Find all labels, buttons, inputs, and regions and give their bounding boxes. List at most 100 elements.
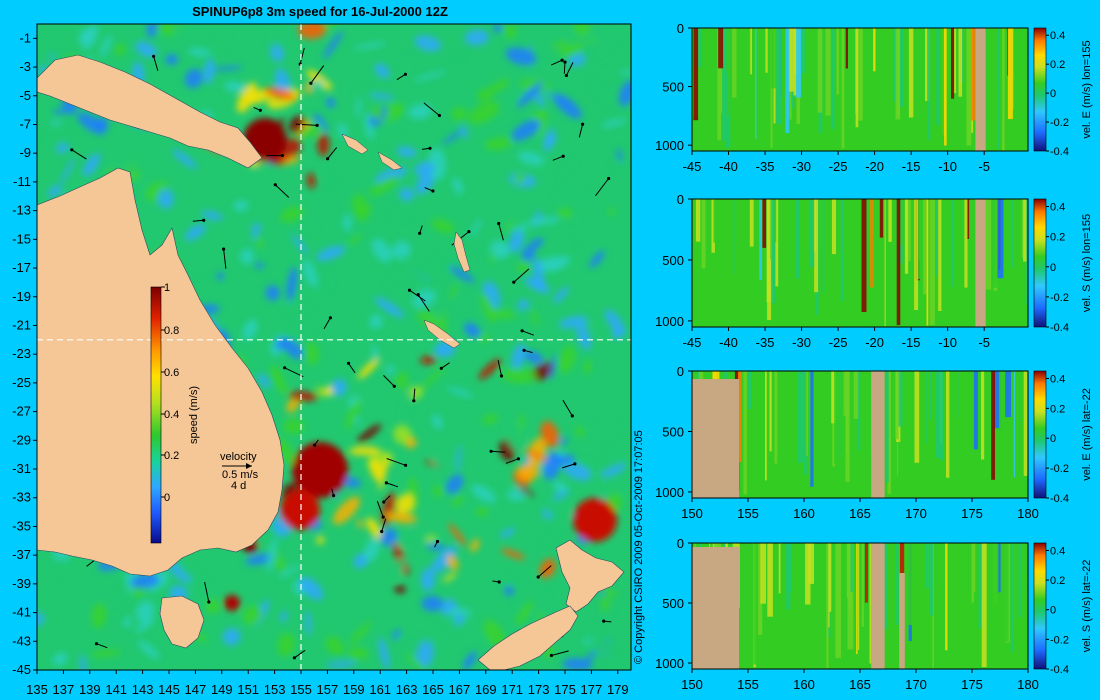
section-x-tick-label: -30 xyxy=(792,335,811,350)
section-colorbar-tick-label: -0.4 xyxy=(1050,664,1069,676)
velocity-key: velocity 0.5 m/s 4 d xyxy=(220,451,259,492)
speed-blob xyxy=(583,314,598,333)
section-stripe xyxy=(929,199,935,325)
land-vanuatu xyxy=(453,231,471,273)
section-colorbar-tick-label: 0.2 xyxy=(1050,59,1065,71)
section-stripe xyxy=(966,28,972,146)
section-x-tick-label: -5 xyxy=(978,159,990,174)
velocity-arrowhead xyxy=(516,457,521,461)
speed-blob xyxy=(257,373,271,389)
speed-blob xyxy=(256,530,283,546)
lat-tick-label: -39 xyxy=(12,576,31,591)
speed-blob xyxy=(91,602,106,629)
velocity-arrowhead xyxy=(522,348,526,352)
section-stripe xyxy=(919,199,924,261)
speed-blob xyxy=(184,224,206,241)
speed-blob xyxy=(521,247,535,262)
speed-blob xyxy=(254,262,265,269)
lon-tick-label: 175 xyxy=(554,682,576,697)
velocity-arrow xyxy=(551,650,569,656)
section-stripe xyxy=(758,543,763,636)
speed-blob xyxy=(589,418,599,438)
speed-blob xyxy=(56,557,67,577)
section-stripe xyxy=(765,28,768,73)
section-land xyxy=(975,199,986,327)
speed-blob xyxy=(501,368,537,384)
speed-blob xyxy=(449,265,475,283)
speed-blob xyxy=(356,519,364,529)
section-stripe xyxy=(774,199,777,243)
velocity-arrow xyxy=(550,59,563,66)
section-stripe xyxy=(935,199,938,276)
velocity-arrow xyxy=(204,581,210,603)
section-x-tick-label: 175 xyxy=(961,506,983,521)
speed-blob xyxy=(337,123,348,139)
speed-blob xyxy=(417,281,427,290)
speed-blob xyxy=(413,70,447,82)
section-stripe xyxy=(744,28,751,132)
section-colorbar-label: vel. E (m/s) lat=-22 xyxy=(1081,388,1093,481)
speed-blob xyxy=(443,572,457,583)
speed-blob xyxy=(95,593,124,605)
velocity-arrowhead xyxy=(332,494,336,498)
speed-blob xyxy=(541,522,563,548)
velocity-arrowhead xyxy=(560,58,564,62)
velocity-arrowhead xyxy=(581,122,585,126)
speed-blob xyxy=(391,556,407,580)
speed-blob xyxy=(500,88,529,107)
land-new-zealand-north xyxy=(555,539,625,613)
speed-blob xyxy=(600,463,627,478)
section-stripe xyxy=(747,371,752,410)
section-stripe xyxy=(994,371,1001,429)
speed-blob xyxy=(312,80,324,89)
speed-blob xyxy=(608,207,615,216)
velocity-arrow xyxy=(153,56,159,72)
velocity-arrowhead xyxy=(563,60,567,64)
velocity-arrowhead xyxy=(313,443,317,447)
speed-blob xyxy=(302,259,318,288)
speed-blob xyxy=(135,618,155,633)
speed-blob xyxy=(420,356,436,365)
speed-blob xyxy=(557,207,573,219)
speed-blob xyxy=(618,80,631,107)
section-stripe xyxy=(770,28,776,89)
speed-blob xyxy=(590,77,610,105)
land-tasmania xyxy=(159,595,205,649)
lon-tick-label: 151 xyxy=(237,682,259,697)
speed-colorbar-tick-label: 0.8 xyxy=(164,325,179,337)
speed-blob xyxy=(433,247,453,279)
speed-blob xyxy=(168,562,194,583)
lon-tick-label: 159 xyxy=(343,682,365,697)
velocity-arrow xyxy=(381,518,387,532)
section-stripe xyxy=(958,28,963,97)
speed-blob xyxy=(601,118,627,128)
speed-blob xyxy=(316,536,325,545)
velocity-arrow xyxy=(383,375,395,387)
section-stripe xyxy=(925,543,929,589)
speed-blob xyxy=(563,33,593,45)
speed-blob xyxy=(459,125,468,139)
section-y-tick-label: 1000 xyxy=(655,485,684,500)
section-x-tick-label: -35 xyxy=(756,159,775,174)
velocity-arrowhead xyxy=(431,189,435,193)
section-stripe xyxy=(711,199,715,253)
speed-blob xyxy=(405,653,426,670)
speed-blob xyxy=(525,449,548,461)
speed-blob xyxy=(371,105,383,120)
lat-tick-label: -25 xyxy=(12,375,31,390)
section-stripe xyxy=(985,199,992,290)
velocity-arrow xyxy=(386,482,399,488)
section-stripe xyxy=(776,28,783,124)
speed-blob xyxy=(82,153,101,177)
speed-blob xyxy=(406,437,417,449)
lat-tick-label: -33 xyxy=(12,490,31,505)
speed-blob xyxy=(193,278,202,287)
section-stripe xyxy=(864,543,868,603)
section-stripe xyxy=(920,371,922,476)
speed-blob xyxy=(488,309,516,319)
section-stripe xyxy=(829,543,832,612)
lat-tick-label: -45 xyxy=(12,662,31,677)
section-x-tick-label: -45 xyxy=(683,159,702,174)
speed-blob xyxy=(347,234,363,246)
speed-blob xyxy=(242,605,263,626)
